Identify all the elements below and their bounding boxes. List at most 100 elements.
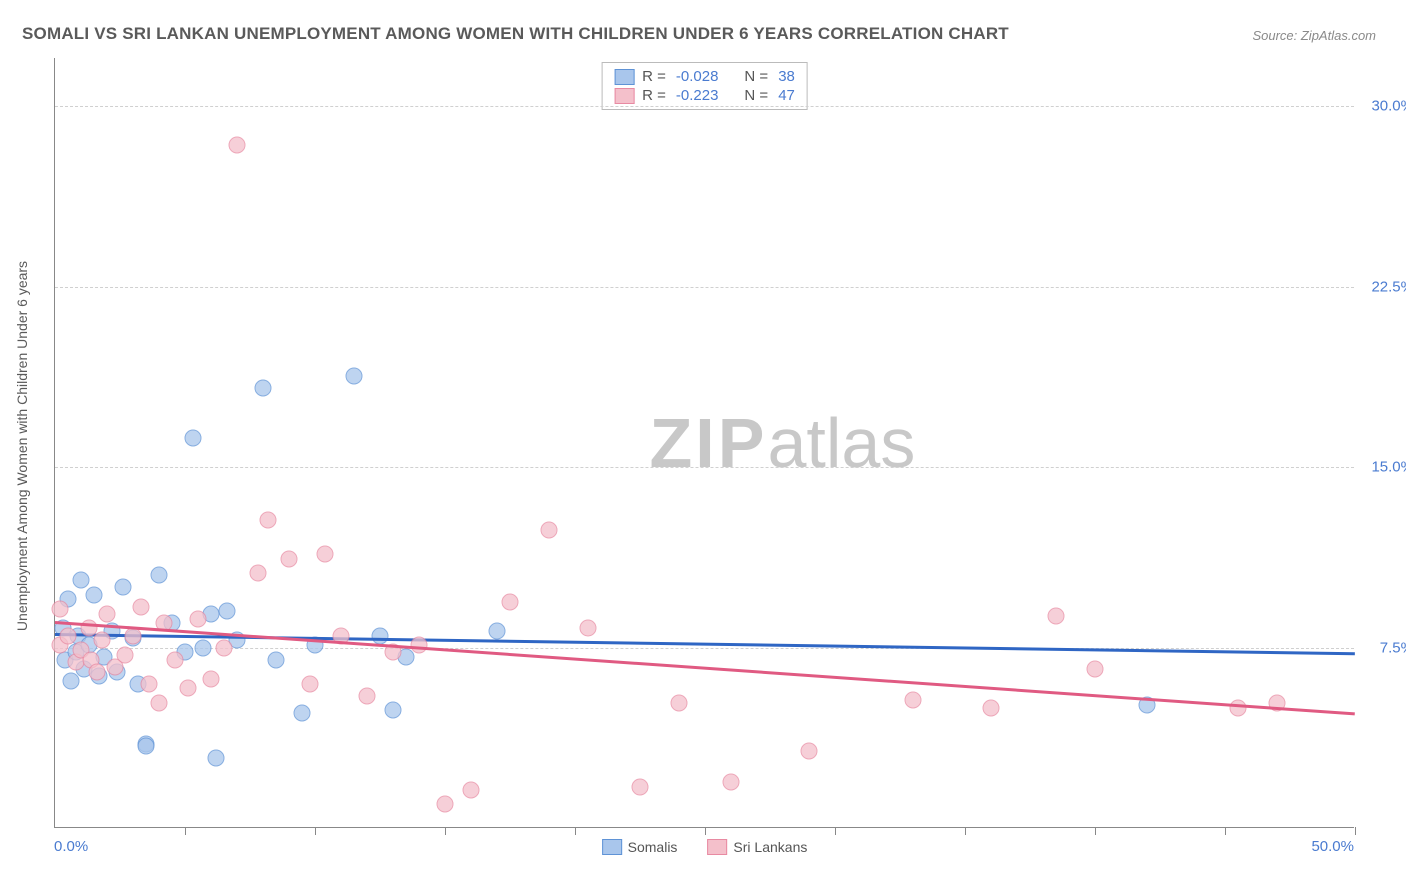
data-point (372, 627, 389, 644)
data-point (218, 603, 235, 620)
data-point (905, 692, 922, 709)
x-tick (1225, 827, 1226, 835)
stat-r-value: -0.028 (676, 68, 719, 85)
data-point (541, 521, 558, 538)
data-point (166, 651, 183, 668)
gridline (55, 106, 1354, 107)
data-point (62, 673, 79, 690)
x-axis-origin-label: 0.0% (54, 838, 88, 855)
stat-r-label: R = (642, 68, 666, 85)
x-tick (965, 827, 966, 835)
x-tick (1095, 827, 1096, 835)
legend-swatch (602, 839, 622, 855)
y-tick-label: 30.0% (1371, 98, 1406, 115)
data-point (580, 620, 597, 637)
watermark-zip: ZIP (650, 404, 768, 482)
legend-swatch (614, 69, 634, 85)
data-point (249, 564, 266, 581)
legend-item: Sri Lankans (707, 839, 807, 855)
data-point (268, 651, 285, 668)
legend-item: Somalis (602, 839, 678, 855)
stat-r-label: R = (642, 87, 666, 104)
legend-label: Somalis (628, 839, 678, 855)
data-point (502, 593, 519, 610)
trend-line (55, 621, 1355, 715)
x-tick (315, 827, 316, 835)
chart-title: SOMALI VS SRI LANKAN UNEMPLOYMENT AMONG … (22, 24, 1009, 44)
watermark-atlas: atlas (767, 404, 915, 482)
data-point (255, 379, 272, 396)
y-tick-label: 15.0% (1371, 459, 1406, 476)
correlation-stats-box: R = -0.028 N = 38 R = -0.223 N = 47 (601, 62, 808, 110)
x-tick (445, 827, 446, 835)
data-point (463, 781, 480, 798)
data-point (801, 743, 818, 760)
data-point (437, 795, 454, 812)
data-point (138, 738, 155, 755)
data-point (190, 610, 207, 627)
data-point (301, 675, 318, 692)
stat-n-value: 38 (778, 68, 795, 85)
series-legend: Somalis Sri Lankans (602, 839, 808, 855)
data-point (1048, 608, 1065, 625)
watermark: ZIPatlas (650, 403, 916, 483)
chart-plot-area: ZIPatlas R =-0.028N =38R =-0.223N =47 So… (54, 58, 1354, 828)
stat-n-label: N = (744, 87, 768, 104)
x-tick (705, 827, 706, 835)
legend-swatch (707, 839, 727, 855)
source-attribution: Source: ZipAtlas.com (1252, 28, 1376, 43)
data-point (151, 694, 168, 711)
data-point (195, 639, 212, 656)
data-point (114, 579, 131, 596)
legend-swatch (614, 88, 634, 104)
data-point (489, 622, 506, 639)
data-point (140, 675, 157, 692)
data-point (117, 646, 134, 663)
data-point (1087, 661, 1104, 678)
data-point (359, 687, 376, 704)
data-point (52, 601, 69, 618)
data-point (260, 512, 277, 529)
data-point (208, 750, 225, 767)
data-point (229, 136, 246, 153)
data-point (385, 702, 402, 719)
data-point (73, 572, 90, 589)
stat-r-value: -0.223 (676, 87, 719, 104)
data-point (203, 670, 220, 687)
data-point (93, 632, 110, 649)
data-point (151, 567, 168, 584)
data-point (184, 430, 201, 447)
data-point (1230, 699, 1247, 716)
stats-row: R = -0.223 N = 47 (614, 86, 795, 105)
stat-n-label: N = (744, 68, 768, 85)
data-point (86, 586, 103, 603)
data-point (411, 637, 428, 654)
stats-row: R = -0.028 N = 38 (614, 67, 795, 86)
y-tick-label: 22.5% (1371, 278, 1406, 295)
data-point (294, 704, 311, 721)
y-tick-label: 7.5% (1380, 639, 1406, 656)
data-point (281, 550, 298, 567)
data-point (88, 663, 105, 680)
data-point (671, 694, 688, 711)
x-axis-end-label: 50.0% (1311, 838, 1354, 855)
data-point (216, 639, 233, 656)
data-point (179, 680, 196, 697)
legend-label: Sri Lankans (733, 839, 807, 855)
data-point (723, 774, 740, 791)
x-tick (835, 827, 836, 835)
data-point (983, 699, 1000, 716)
data-point (132, 598, 149, 615)
x-tick (575, 827, 576, 835)
x-tick (1355, 827, 1356, 835)
stat-n-value: 47 (778, 87, 795, 104)
data-point (60, 627, 77, 644)
x-tick (185, 827, 186, 835)
data-point (125, 627, 142, 644)
data-point (99, 605, 116, 622)
data-point (632, 779, 649, 796)
data-point (317, 545, 334, 562)
data-point (346, 367, 363, 384)
gridline (55, 467, 1354, 468)
gridline (55, 287, 1354, 288)
